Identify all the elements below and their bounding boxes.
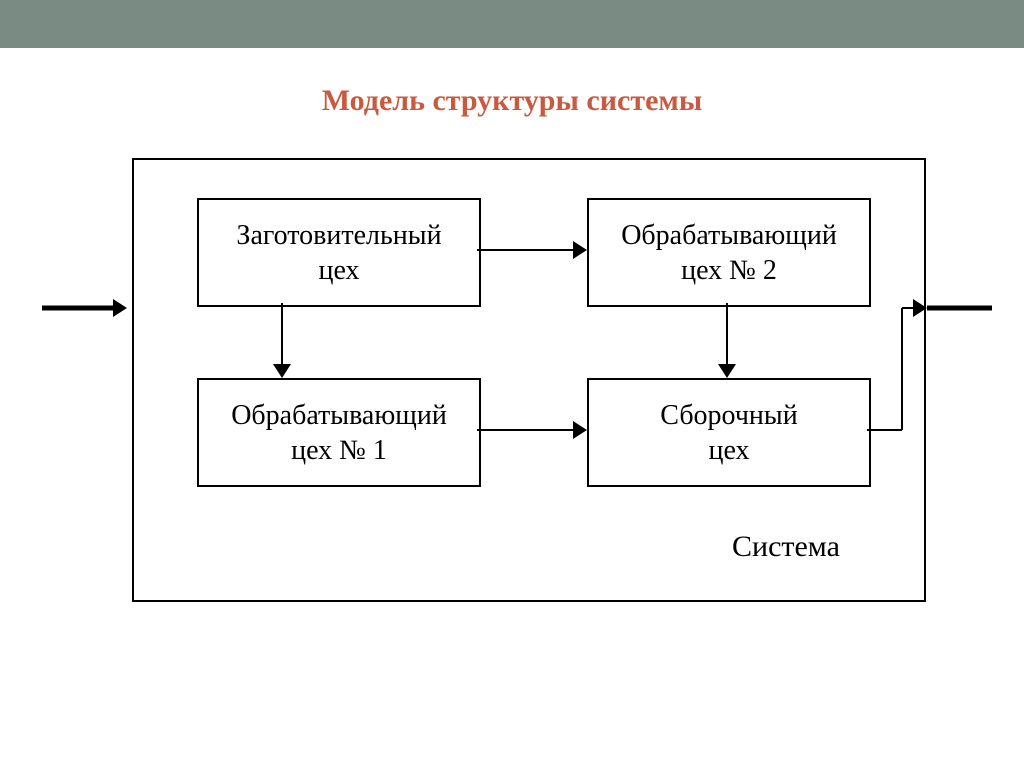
node-prep-line1: Заготовительный xyxy=(236,218,441,253)
node-asm: Сборочный цех xyxy=(587,378,871,487)
node-prep: Заготовительный цех xyxy=(197,198,481,307)
top-bar xyxy=(0,0,1024,48)
node-proc2-line2: цех № 2 xyxy=(681,253,777,288)
page-title: Модель структуры системы xyxy=(0,84,1024,118)
system-label: Система xyxy=(732,530,840,564)
node-proc2-line1: Обрабатывающий xyxy=(621,218,837,253)
node-prep-line2: цех xyxy=(318,253,359,288)
diagram: Заготовительный цех Обрабатывающий цех №… xyxy=(32,148,992,618)
node-proc1-line1: Обрабатывающий xyxy=(231,398,447,433)
node-asm-line1: Сборочный xyxy=(660,398,797,433)
node-proc1-line2: цех № 1 xyxy=(291,433,387,468)
node-proc2: Обрабатывающий цех № 2 xyxy=(587,198,871,307)
node-proc1: Обрабатывающий цех № 1 xyxy=(197,378,481,487)
node-asm-line2: цех xyxy=(708,433,749,468)
